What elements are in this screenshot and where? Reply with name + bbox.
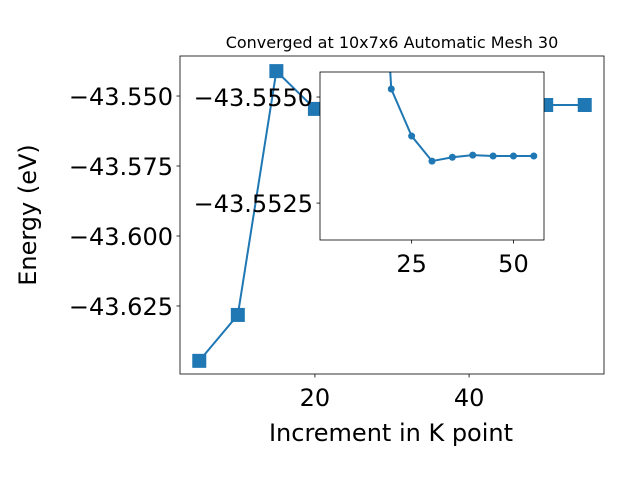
y-tick-label: −43.550 (69, 83, 173, 111)
marker (192, 353, 207, 368)
x-tick-label: 50 (498, 250, 529, 278)
y-tick-label: −43.575 (69, 153, 173, 181)
marker (530, 152, 538, 160)
plot-area (387, 72, 538, 165)
axes-frame (179, 55, 605, 375)
marker (230, 307, 245, 322)
y-axis-label: Energy (eV) (14, 144, 42, 286)
y-tick-label: −43.5525 (194, 190, 313, 218)
x-axis-label: Increment in K point (269, 419, 513, 447)
marker (408, 132, 416, 140)
marker (428, 157, 436, 165)
marker (307, 101, 322, 116)
axes-frame (319, 71, 545, 241)
y-tick-label: −43.5550 (194, 84, 313, 112)
marker (387, 85, 395, 93)
marker (577, 97, 592, 112)
x-tick-label: 20 (300, 384, 331, 412)
y-tick-label: −43.625 (69, 293, 173, 321)
x-tick-label: 40 (454, 384, 485, 412)
x-tick-label: 25 (396, 250, 427, 278)
marker (489, 152, 497, 160)
marker (448, 153, 456, 161)
marker (269, 64, 284, 79)
marker (509, 152, 517, 160)
marker (469, 151, 477, 159)
y-tick-label: −43.600 (69, 223, 173, 251)
chart-title: Converged at 10x7x6 Automatic Mesh 30 (226, 33, 559, 52)
